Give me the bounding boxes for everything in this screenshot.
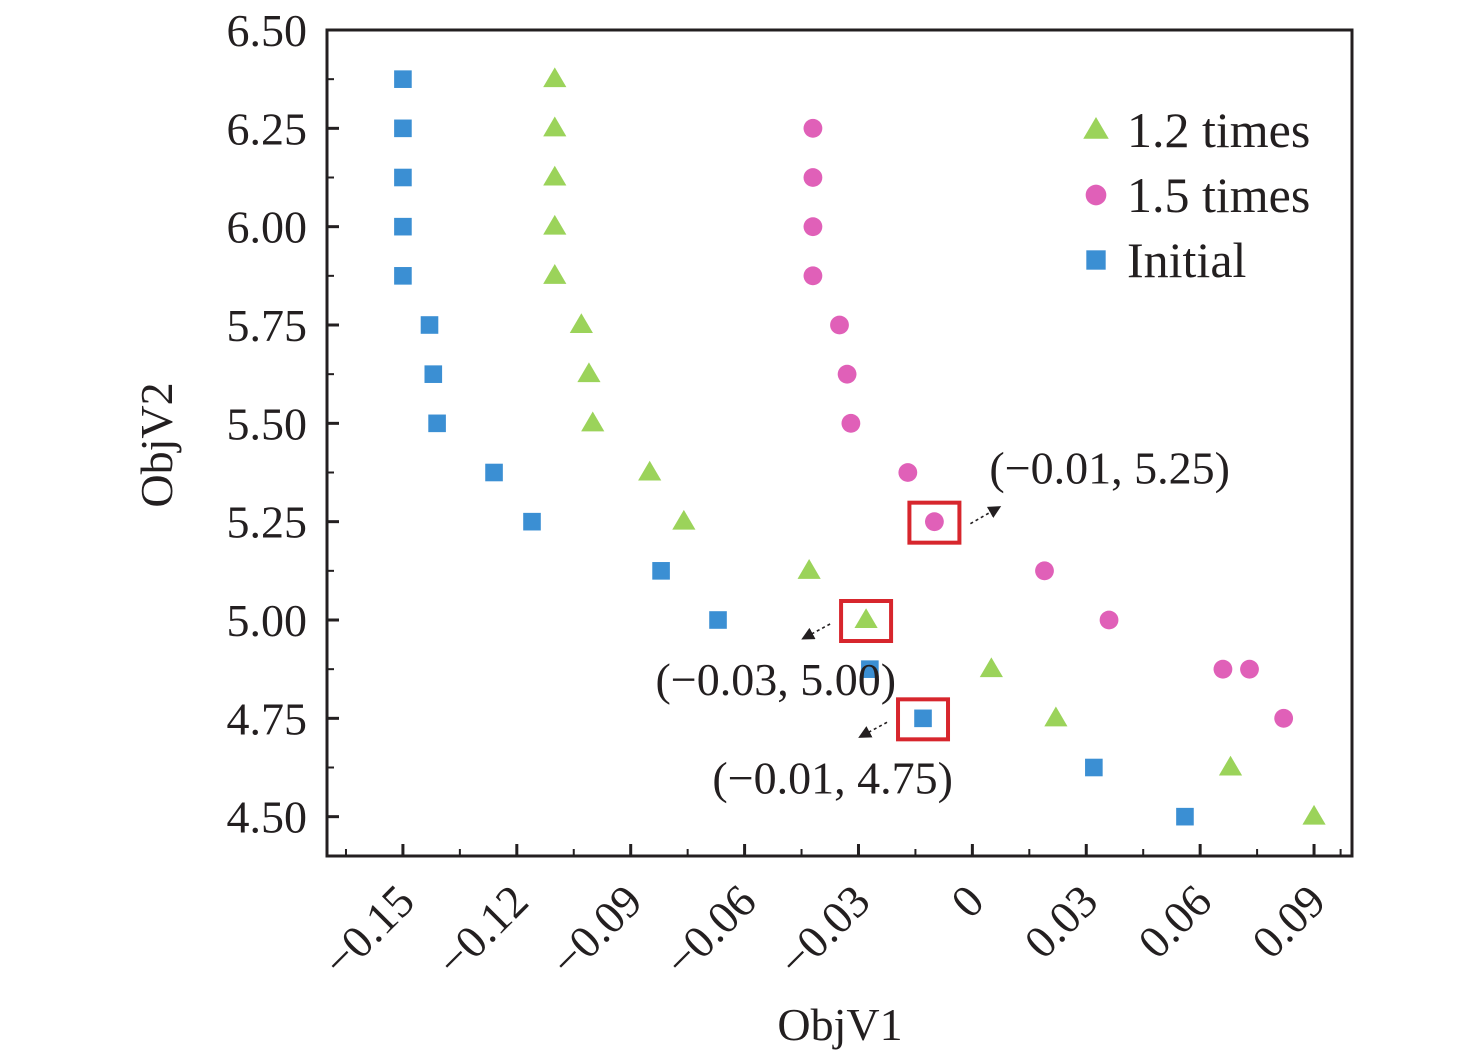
y-tick-label: 6.25 [227,103,308,154]
point-initial [394,119,412,138]
point-1-5-times [803,266,823,286]
point-initial [428,414,446,433]
point-1-5-times [803,118,823,138]
point-1-5-times [837,364,857,384]
point-1-5-times [1213,659,1233,679]
annotation-arrow [801,623,831,640]
point-1-2-times [543,67,567,88]
y-tick-label: 6.00 [227,202,308,253]
legend-marker [1085,184,1107,206]
point-1-5-times [1035,561,1054,581]
point-1-2-times [854,608,878,628]
point-1-2-times [543,165,567,186]
point-1-5-times [803,217,823,237]
point-1-2-times [577,362,601,383]
point-1-5-times [803,168,823,187]
y-tick-label: 4.50 [227,792,308,843]
y-tick-label: 5.75 [227,300,308,351]
point-1-2-times [979,657,1003,678]
x-tick-label: −0.06 [654,875,765,986]
point-1-5-times [898,463,918,482]
point-initial [861,660,879,678]
point-1-2-times [672,509,696,530]
y-axis-title: ObjV2 [131,382,182,507]
y-tick-label: 5.00 [227,595,308,646]
x-tick-label: 0 [941,875,993,927]
point-initial [914,709,932,728]
point-1-5-times [1240,659,1259,679]
point-1-2-times [797,559,821,579]
point-1-5-times [841,413,861,433]
x-tick-label: 0.03 [1014,875,1107,968]
point-initial [709,611,727,629]
x-tick-label: −0.03 [768,875,879,986]
x-axis-title: ObjV1 [777,999,902,1050]
annotation-arrow [970,506,1002,525]
x-tick-label: −0.12 [427,875,538,986]
point-initial [1085,758,1103,777]
x-tick-label: −0.15 [313,875,424,986]
point-1-5-times [1099,610,1119,630]
y-tick-label: 5.50 [227,398,308,449]
y-tick-label: 4.75 [227,693,308,744]
legend-label: 1.5 times [1127,167,1310,223]
point-initial [420,316,439,334]
point-initial [523,512,541,531]
legend-marker [1086,250,1106,270]
y-tick-label: 6.50 [227,5,308,56]
point-initial [394,267,412,285]
x-tick-label: 0.09 [1242,875,1335,968]
highlight-box [839,599,894,643]
annotation-arrow [858,721,888,738]
point-initial [652,562,670,580]
annotation-label: (−0.01, 5.25) [989,443,1230,494]
point-initial [424,365,443,383]
point-initial [394,168,412,187]
point-initial [485,463,503,482]
y-tick-label: 5.25 [227,497,308,548]
highlight-box [896,697,951,742]
point-1-5-times [1274,708,1294,728]
point-1-2-times [1218,755,1243,776]
point-1-2-times [638,460,662,481]
point-1-2-times [543,214,567,235]
x-tick-label: −0.09 [540,875,651,986]
point-1-2-times [1044,706,1068,727]
x-tick-label: 0.06 [1128,875,1221,968]
point-initial [394,217,412,236]
point-1-2-times [1302,804,1326,825]
point-1-5-times [830,315,849,335]
point-initial [394,70,412,88]
annotation-label: (−0.01, 4.75) [712,752,953,803]
annotation-label: (−0.03, 5.00) [655,654,896,705]
point-1-2-times [569,313,593,333]
highlight-box [907,500,962,545]
plot-frame [325,28,1354,858]
point-1-2-times [581,411,605,432]
point-1-2-times [543,116,567,137]
point-1-5-times [925,512,944,532]
legend-marker [1083,117,1109,139]
legend-label: Initial [1127,232,1246,288]
legend-label: 1.2 times [1127,102,1310,158]
point-initial [1176,807,1194,826]
point-1-2-times [543,264,567,284]
